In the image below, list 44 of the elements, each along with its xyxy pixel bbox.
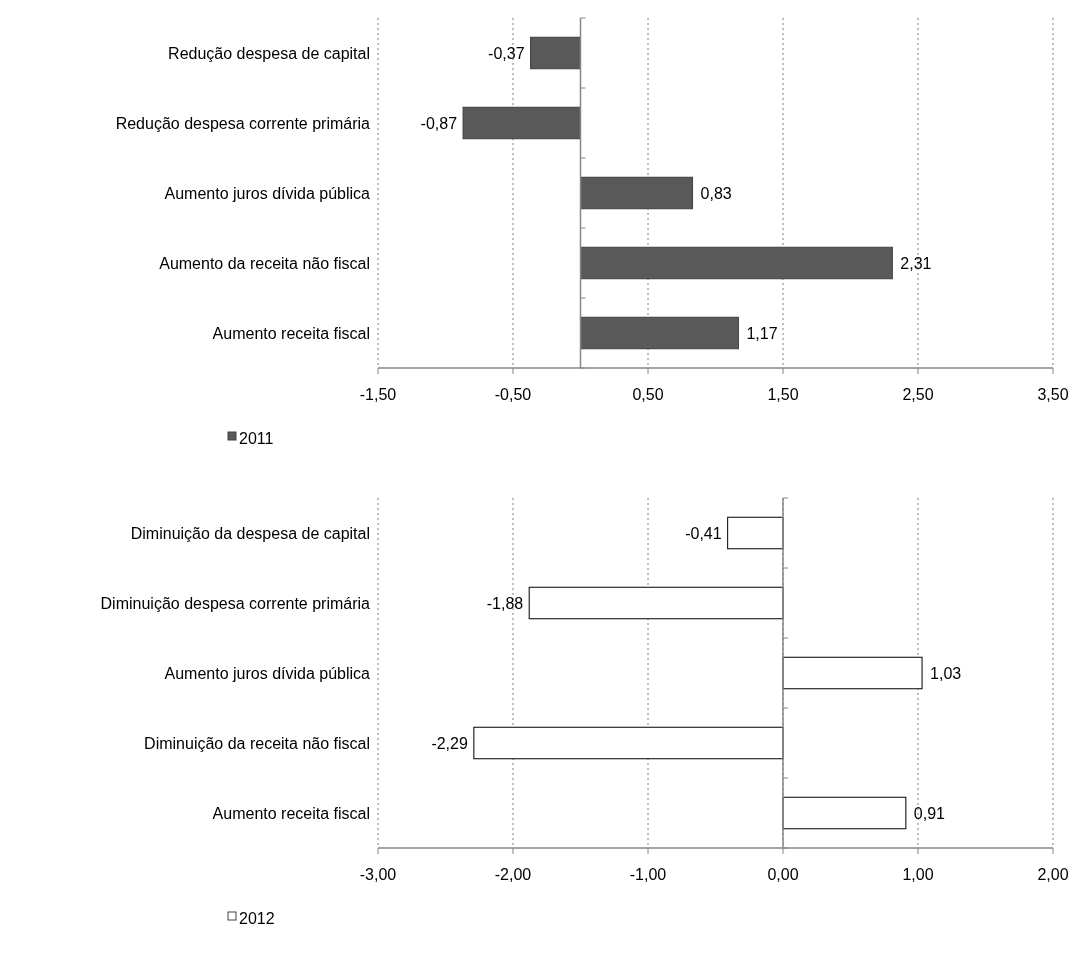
y-tick-label: Redução despesa de capital [168,44,370,62]
bar [782,656,923,690]
y-tick-label: Aumento juros dívida pública [164,664,371,682]
x-tick-label: -3,00 [359,866,397,883]
data-label: -0,37 [488,44,525,62]
y-tick-label: Aumento receita fiscal [212,324,370,342]
data-label: -0,87 [420,114,458,132]
y-tick-label: Diminuição despesa corrente primária [100,594,371,612]
y-tick-label: Diminuição da receita não fiscal [144,734,370,752]
bar [580,176,694,210]
y-tick-label: Redução despesa corrente primária [115,114,371,132]
y-tick-label: Diminuição da despesa de capital [130,524,370,542]
data-label: 2,31 [900,254,932,272]
x-tick-label: -2,00 [494,866,532,883]
bar [782,796,907,830]
y-tick-label: Aumento da receita não fiscal [159,254,370,272]
data-label: 1,03 [930,664,962,682]
data-label: 0,91 [913,804,946,822]
data-label: -1,88 [486,594,524,612]
data-label: -2,29 [431,734,468,752]
bar [727,516,784,550]
bar [530,36,581,70]
x-tick-label: 1,50 [767,386,799,403]
y-tick-label: Aumento juros dívida pública [164,184,371,202]
x-tick-label: 2,00 [1037,866,1069,883]
y-tick-label: Aumento receita fiscal [212,804,370,822]
bar [580,246,893,280]
x-tick-label: -1,50 [359,386,397,403]
x-tick-label: 0,50 [632,386,664,403]
bar [473,726,784,760]
x-tick-label: 3,50 [1037,386,1069,403]
x-tick-label: 0,00 [767,866,799,883]
text: 2012 [239,909,275,927]
bar [528,586,784,620]
x-tick-label: 1,00 [902,866,934,883]
bar [462,106,581,140]
x-tick-label: 2,50 [902,386,934,403]
x-tick-label: -1,00 [629,866,667,883]
data-label: 1,17 [746,324,778,342]
bar [580,316,739,350]
data-label: 0,83 [700,184,732,202]
legend-label: 2011 [239,429,274,447]
data-label: -0,41 [685,524,722,542]
x-tick-label: -0,50 [494,386,532,403]
